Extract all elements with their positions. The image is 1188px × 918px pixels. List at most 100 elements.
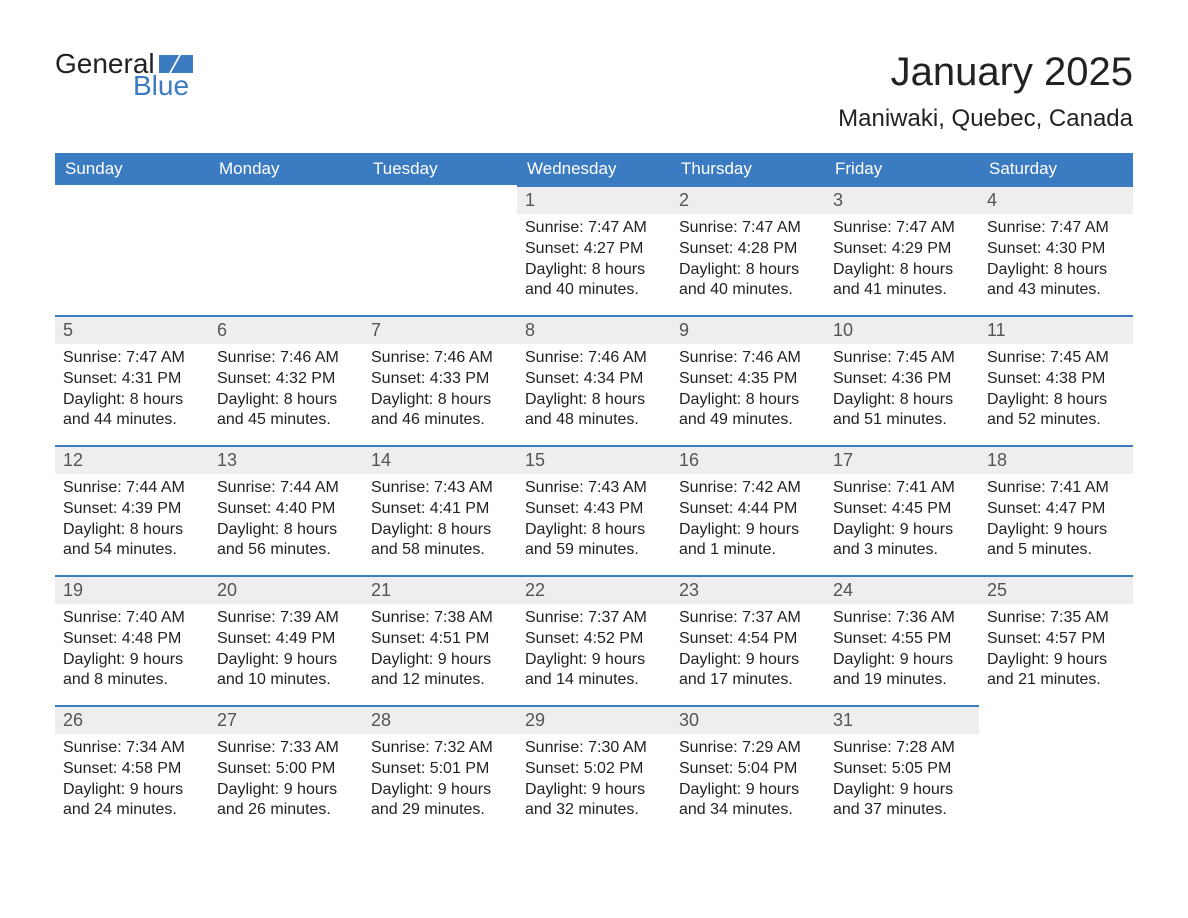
sunrise-text: Sunrise: 7:47 AM <box>679 218 817 239</box>
daylight-text-1: Daylight: 8 hours <box>525 520 663 541</box>
sunset-text: Sunset: 4:52 PM <box>525 629 663 650</box>
daylight-text-1: Daylight: 9 hours <box>63 780 201 801</box>
day-content: Sunrise: 7:34 AMSunset: 4:58 PMDaylight:… <box>55 734 209 831</box>
sunrise-text: Sunrise: 7:33 AM <box>217 738 355 759</box>
daylight-text-2: and 56 minutes. <box>217 540 355 561</box>
weekday-header: Monday <box>209 153 363 185</box>
calendar-day-cell: 28Sunrise: 7:32 AMSunset: 5:01 PMDayligh… <box>363 705 517 835</box>
calendar-day-cell: 26Sunrise: 7:34 AMSunset: 4:58 PMDayligh… <box>55 705 209 835</box>
calendar-week-row: ......1Sunrise: 7:47 AMSunset: 4:27 PMDa… <box>55 185 1133 315</box>
daylight-text-2: and 37 minutes. <box>833 800 971 821</box>
day-number: 20 <box>209 575 363 604</box>
day-number: 23 <box>671 575 825 604</box>
sunrise-text: Sunrise: 7:44 AM <box>63 478 201 499</box>
daylight-text-2: and 26 minutes. <box>217 800 355 821</box>
daylight-text-2: and 46 minutes. <box>371 410 509 431</box>
day-content: Sunrise: 7:32 AMSunset: 5:01 PMDaylight:… <box>363 734 517 831</box>
sunrise-text: Sunrise: 7:47 AM <box>525 218 663 239</box>
calendar-day-cell: 19Sunrise: 7:40 AMSunset: 4:48 PMDayligh… <box>55 575 209 705</box>
title-block: January 2025 Maniwaki, Quebec, Canada <box>838 50 1133 133</box>
daylight-text-2: and 17 minutes. <box>679 670 817 691</box>
day-content: Sunrise: 7:47 AMSunset: 4:28 PMDaylight:… <box>671 214 825 311</box>
day-number: 3 <box>825 185 979 214</box>
calendar-day-cell: .. <box>979 705 1133 835</box>
daylight-text-2: and 49 minutes. <box>679 410 817 431</box>
day-content: Sunrise: 7:33 AMSunset: 5:00 PMDaylight:… <box>209 734 363 831</box>
sunset-text: Sunset: 4:51 PM <box>371 629 509 650</box>
daylight-text-1: Daylight: 8 hours <box>63 520 201 541</box>
daylight-text-2: and 19 minutes. <box>833 670 971 691</box>
daylight-text-1: Daylight: 8 hours <box>217 390 355 411</box>
weekday-header: Friday <box>825 153 979 185</box>
daylight-text-1: Daylight: 9 hours <box>679 520 817 541</box>
sunrise-text: Sunrise: 7:45 AM <box>987 348 1125 369</box>
calendar-day-cell: 12Sunrise: 7:44 AMSunset: 4:39 PMDayligh… <box>55 445 209 575</box>
day-number: 4 <box>979 185 1133 214</box>
calendar-day-cell: 3Sunrise: 7:47 AMSunset: 4:29 PMDaylight… <box>825 185 979 315</box>
calendar-table: SundayMondayTuesdayWednesdayThursdayFrid… <box>55 153 1133 835</box>
weekday-header: Saturday <box>979 153 1133 185</box>
calendar-day-cell: 2Sunrise: 7:47 AMSunset: 4:28 PMDaylight… <box>671 185 825 315</box>
sunset-text: Sunset: 4:29 PM <box>833 239 971 260</box>
sunrise-text: Sunrise: 7:37 AM <box>525 608 663 629</box>
daylight-text-2: and 59 minutes. <box>525 540 663 561</box>
day-number: 17 <box>825 445 979 474</box>
day-number: 22 <box>517 575 671 604</box>
day-content: Sunrise: 7:47 AMSunset: 4:29 PMDaylight:… <box>825 214 979 311</box>
daylight-text-1: Daylight: 9 hours <box>63 650 201 671</box>
sunrise-text: Sunrise: 7:32 AM <box>371 738 509 759</box>
sunrise-text: Sunrise: 7:34 AM <box>63 738 201 759</box>
day-number: 29 <box>517 705 671 734</box>
daylight-text-2: and 10 minutes. <box>217 670 355 691</box>
sunrise-text: Sunrise: 7:40 AM <box>63 608 201 629</box>
calendar-day-cell: 16Sunrise: 7:42 AMSunset: 4:44 PMDayligh… <box>671 445 825 575</box>
logo-text-blue: Blue <box>133 72 193 100</box>
daylight-text-1: Daylight: 9 hours <box>833 780 971 801</box>
calendar-day-cell: 29Sunrise: 7:30 AMSunset: 5:02 PMDayligh… <box>517 705 671 835</box>
calendar-day-cell: 24Sunrise: 7:36 AMSunset: 4:55 PMDayligh… <box>825 575 979 705</box>
sunrise-text: Sunrise: 7:41 AM <box>833 478 971 499</box>
day-number: 6 <box>209 315 363 344</box>
day-content: Sunrise: 7:29 AMSunset: 5:04 PMDaylight:… <box>671 734 825 831</box>
sunrise-text: Sunrise: 7:43 AM <box>371 478 509 499</box>
daylight-text-1: Daylight: 9 hours <box>525 780 663 801</box>
day-content: Sunrise: 7:46 AMSunset: 4:34 PMDaylight:… <box>517 344 671 441</box>
day-number: 30 <box>671 705 825 734</box>
logo: General Blue <box>55 50 193 100</box>
day-content: Sunrise: 7:46 AMSunset: 4:33 PMDaylight:… <box>363 344 517 441</box>
sunset-text: Sunset: 5:01 PM <box>371 759 509 780</box>
daylight-text-1: Daylight: 8 hours <box>679 390 817 411</box>
sunrise-text: Sunrise: 7:35 AM <box>987 608 1125 629</box>
sunset-text: Sunset: 4:45 PM <box>833 499 971 520</box>
daylight-text-2: and 45 minutes. <box>217 410 355 431</box>
sunrise-text: Sunrise: 7:46 AM <box>679 348 817 369</box>
calendar-day-cell: 30Sunrise: 7:29 AMSunset: 5:04 PMDayligh… <box>671 705 825 835</box>
header: General Blue January 2025 Maniwaki, Queb… <box>55 50 1133 133</box>
sunrise-text: Sunrise: 7:38 AM <box>371 608 509 629</box>
calendar-day-cell: 7Sunrise: 7:46 AMSunset: 4:33 PMDaylight… <box>363 315 517 445</box>
daylight-text-1: Daylight: 9 hours <box>987 650 1125 671</box>
daylight-text-1: Daylight: 9 hours <box>217 780 355 801</box>
daylight-text-2: and 58 minutes. <box>371 540 509 561</box>
day-number: 14 <box>363 445 517 474</box>
day-content: Sunrise: 7:37 AMSunset: 4:54 PMDaylight:… <box>671 604 825 701</box>
day-content: Sunrise: 7:47 AMSunset: 4:30 PMDaylight:… <box>979 214 1133 311</box>
day-number: 16 <box>671 445 825 474</box>
day-content: Sunrise: 7:35 AMSunset: 4:57 PMDaylight:… <box>979 604 1133 701</box>
day-number: 18 <box>979 445 1133 474</box>
daylight-text-2: and 14 minutes. <box>525 670 663 691</box>
day-number: 19 <box>55 575 209 604</box>
daylight-text-1: Daylight: 9 hours <box>371 650 509 671</box>
sunrise-text: Sunrise: 7:28 AM <box>833 738 971 759</box>
daylight-text-2: and 40 minutes. <box>525 280 663 301</box>
weekday-header: Sunday <box>55 153 209 185</box>
sunset-text: Sunset: 4:57 PM <box>987 629 1125 650</box>
daylight-text-1: Daylight: 8 hours <box>371 520 509 541</box>
sunset-text: Sunset: 5:05 PM <box>833 759 971 780</box>
daylight-text-1: Daylight: 9 hours <box>679 650 817 671</box>
sunset-text: Sunset: 4:33 PM <box>371 369 509 390</box>
sunset-text: Sunset: 4:40 PM <box>217 499 355 520</box>
day-content: Sunrise: 7:45 AMSunset: 4:36 PMDaylight:… <box>825 344 979 441</box>
day-number: 28 <box>363 705 517 734</box>
sunset-text: Sunset: 4:44 PM <box>679 499 817 520</box>
